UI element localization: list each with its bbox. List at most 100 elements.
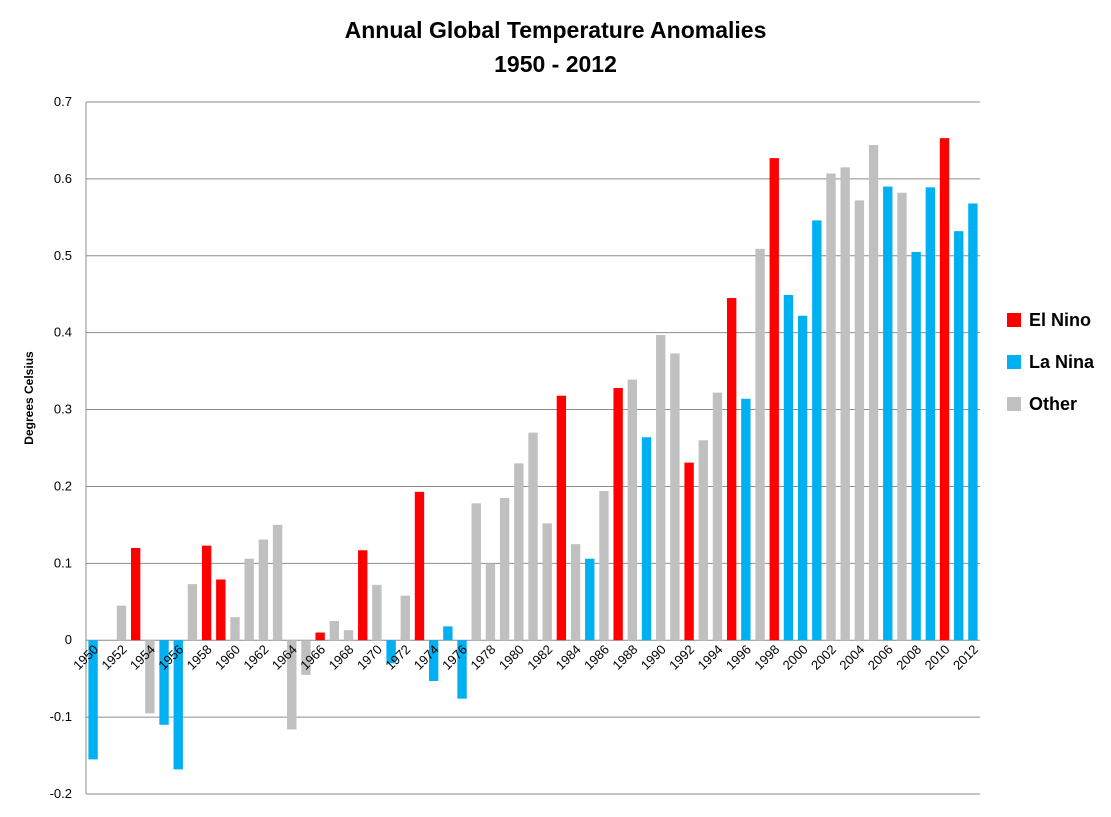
bar-1954 bbox=[145, 640, 155, 714]
bar-1984 bbox=[570, 544, 581, 641]
bar-1985 bbox=[585, 558, 595, 641]
bar-2007 bbox=[897, 192, 907, 641]
bar-1966 bbox=[315, 632, 325, 641]
bar-1967 bbox=[329, 621, 340, 641]
x-tick-label: 1988 bbox=[609, 642, 640, 673]
x-tick-label: 1980 bbox=[496, 642, 527, 673]
bar-1973 bbox=[414, 491, 425, 641]
chart-subtitle: 1950 - 2012 bbox=[494, 51, 617, 77]
x-tick-label: 1984 bbox=[553, 642, 584, 673]
bar-1988 bbox=[627, 379, 638, 641]
y-tick-label: 0.2 bbox=[54, 478, 72, 493]
bar-1950 bbox=[88, 640, 98, 760]
bar-2011 bbox=[954, 231, 964, 641]
bar-1974 bbox=[428, 640, 439, 681]
bar-2002 bbox=[826, 173, 836, 641]
bar-1962 bbox=[258, 539, 269, 641]
bar-1980 bbox=[514, 463, 524, 641]
bar-1952 bbox=[116, 605, 127, 641]
x-tick-label: 1952 bbox=[99, 642, 130, 673]
bar-1982 bbox=[542, 523, 552, 641]
bar-1964 bbox=[287, 640, 297, 730]
legend-label: Other bbox=[1029, 394, 1077, 414]
bar-1994 bbox=[712, 392, 723, 641]
chart-title: Annual Global Temperature Anomalies bbox=[344, 17, 767, 43]
bar-1956 bbox=[173, 640, 183, 770]
bar-1958 bbox=[201, 545, 212, 641]
x-tick-label: 2010 bbox=[922, 642, 953, 673]
bar-1955 bbox=[159, 640, 169, 725]
bar-2001 bbox=[812, 220, 822, 641]
bar-2012 bbox=[968, 203, 978, 641]
legend-label: El Nino bbox=[1029, 310, 1091, 330]
legend-swatch bbox=[1007, 355, 1021, 369]
bar-1987 bbox=[613, 388, 623, 641]
bar-1978 bbox=[485, 563, 496, 641]
legend-swatch bbox=[1007, 313, 1021, 327]
x-axis-ticks: 1950195219541956195819601962196419661968… bbox=[70, 642, 981, 673]
x-tick-label: 1998 bbox=[751, 642, 782, 673]
x-tick-label: 2006 bbox=[865, 642, 896, 673]
bar-1963 bbox=[272, 524, 283, 641]
bar-1953 bbox=[130, 547, 141, 641]
x-tick-label: 2012 bbox=[950, 642, 981, 673]
bar-2008 bbox=[911, 251, 921, 641]
bar-1960 bbox=[230, 617, 240, 641]
bar-1997 bbox=[755, 248, 765, 641]
y-tick-label: 0.1 bbox=[54, 555, 72, 570]
bar-1977 bbox=[471, 503, 481, 641]
bar-1989 bbox=[641, 437, 652, 641]
y-tick-label: -0.1 bbox=[50, 709, 72, 724]
bar-1976 bbox=[457, 640, 467, 699]
x-tick-label: 1962 bbox=[240, 642, 271, 673]
bar-1969 bbox=[358, 550, 368, 641]
bar-2004 bbox=[854, 200, 865, 641]
bar-2000 bbox=[797, 315, 808, 641]
bar-1959 bbox=[216, 579, 226, 641]
bar-1983 bbox=[556, 395, 567, 641]
y-axis-label: Degrees Celsius bbox=[22, 351, 36, 445]
bar-2005 bbox=[868, 145, 879, 641]
x-tick-label: 1996 bbox=[723, 642, 754, 673]
bar-2003 bbox=[840, 167, 850, 641]
x-tick-label: 2002 bbox=[808, 642, 839, 673]
bar-1975 bbox=[443, 626, 453, 641]
bars bbox=[88, 138, 978, 770]
bar-1992 bbox=[684, 462, 694, 641]
bar-2010 bbox=[939, 138, 950, 641]
x-tick-label: 2008 bbox=[893, 642, 924, 673]
y-tick-label: 0 bbox=[65, 632, 72, 647]
x-tick-label: 1990 bbox=[638, 642, 669, 673]
x-tick-label: 1970 bbox=[354, 642, 385, 673]
y-tick-label: -0.2 bbox=[50, 786, 72, 801]
bar-1981 bbox=[528, 432, 538, 641]
bar-1972 bbox=[400, 595, 410, 641]
legend-label: La Nina bbox=[1029, 352, 1095, 372]
x-tick-label: 1958 bbox=[184, 642, 215, 673]
legend-swatch bbox=[1007, 397, 1021, 411]
y-axis-ticks: -0.2 -0.1 0 0.1 0.2 0.3 0.4 0.5 0.6 0.7 bbox=[50, 94, 72, 801]
bar-1995 bbox=[726, 298, 737, 641]
y-tick-label: 0.7 bbox=[54, 94, 72, 109]
y-tick-label: 0.3 bbox=[54, 402, 72, 417]
x-tick-label: 2004 bbox=[836, 642, 867, 673]
bar-1961 bbox=[244, 558, 254, 641]
bar-1971 bbox=[386, 640, 396, 664]
bar-1998 bbox=[769, 158, 779, 641]
bar-2006 bbox=[883, 186, 893, 641]
bar-1999 bbox=[783, 294, 794, 641]
bar-1986 bbox=[599, 491, 609, 641]
y-tick-label: 0.5 bbox=[54, 248, 72, 263]
legend: El Nino La Nina Other bbox=[1007, 310, 1095, 414]
x-tick-label: 1968 bbox=[326, 642, 357, 673]
x-tick-label: 1986 bbox=[581, 642, 612, 673]
bar-2009 bbox=[925, 187, 936, 641]
y-tick-label: 0.4 bbox=[54, 325, 72, 340]
x-tick-label: 1982 bbox=[524, 642, 555, 673]
x-tick-label: 2000 bbox=[780, 642, 811, 673]
bar-1968 bbox=[343, 630, 354, 641]
bar-1979 bbox=[499, 497, 510, 641]
bar-1990 bbox=[656, 334, 666, 641]
x-tick-label: 1994 bbox=[695, 642, 726, 673]
x-tick-label: 1960 bbox=[212, 642, 243, 673]
